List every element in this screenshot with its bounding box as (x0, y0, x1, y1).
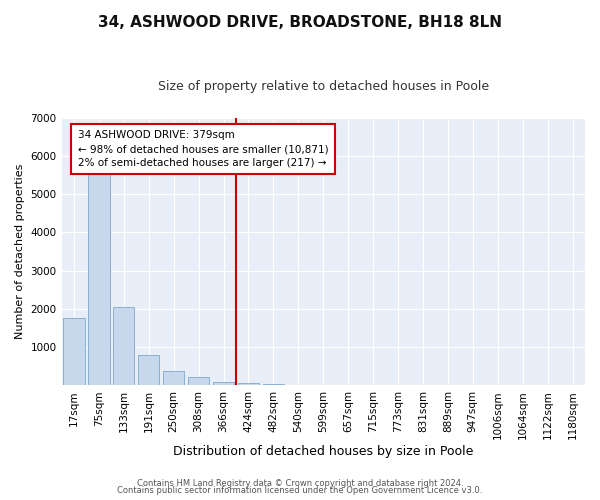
Bar (188, 376, 209, 386)
Text: 34, ASHWOOD DRIVE, BROADSTONE, BH18 8LN: 34, ASHWOOD DRIVE, BROADSTONE, BH18 8LN (98, 15, 502, 30)
Bar (88, 166, 110, 386)
Bar (213, 382, 234, 386)
Title: Size of property relative to detached houses in Poole: Size of property relative to detached ho… (158, 80, 489, 93)
Bar (163, 371, 184, 386)
Text: 34 ASHWOOD DRIVE: 379sqm
← 98% of detached houses are smaller (10,871)
2% of sem: 34 ASHWOOD DRIVE: 379sqm ← 98% of detach… (78, 130, 328, 168)
Bar (238, 383, 259, 386)
X-axis label: Distribution of detached houses by size in Poole: Distribution of detached houses by size … (173, 444, 473, 458)
Bar (263, 384, 284, 386)
Bar (64, 318, 85, 386)
Text: Contains public sector information licensed under the Open Government Licence v3: Contains public sector information licen… (118, 486, 482, 495)
Bar (113, 307, 134, 386)
Bar (138, 355, 160, 386)
Y-axis label: Number of detached properties: Number of detached properties (15, 164, 25, 339)
Text: Contains HM Land Registry data © Crown copyright and database right 2024.: Contains HM Land Registry data © Crown c… (137, 478, 463, 488)
